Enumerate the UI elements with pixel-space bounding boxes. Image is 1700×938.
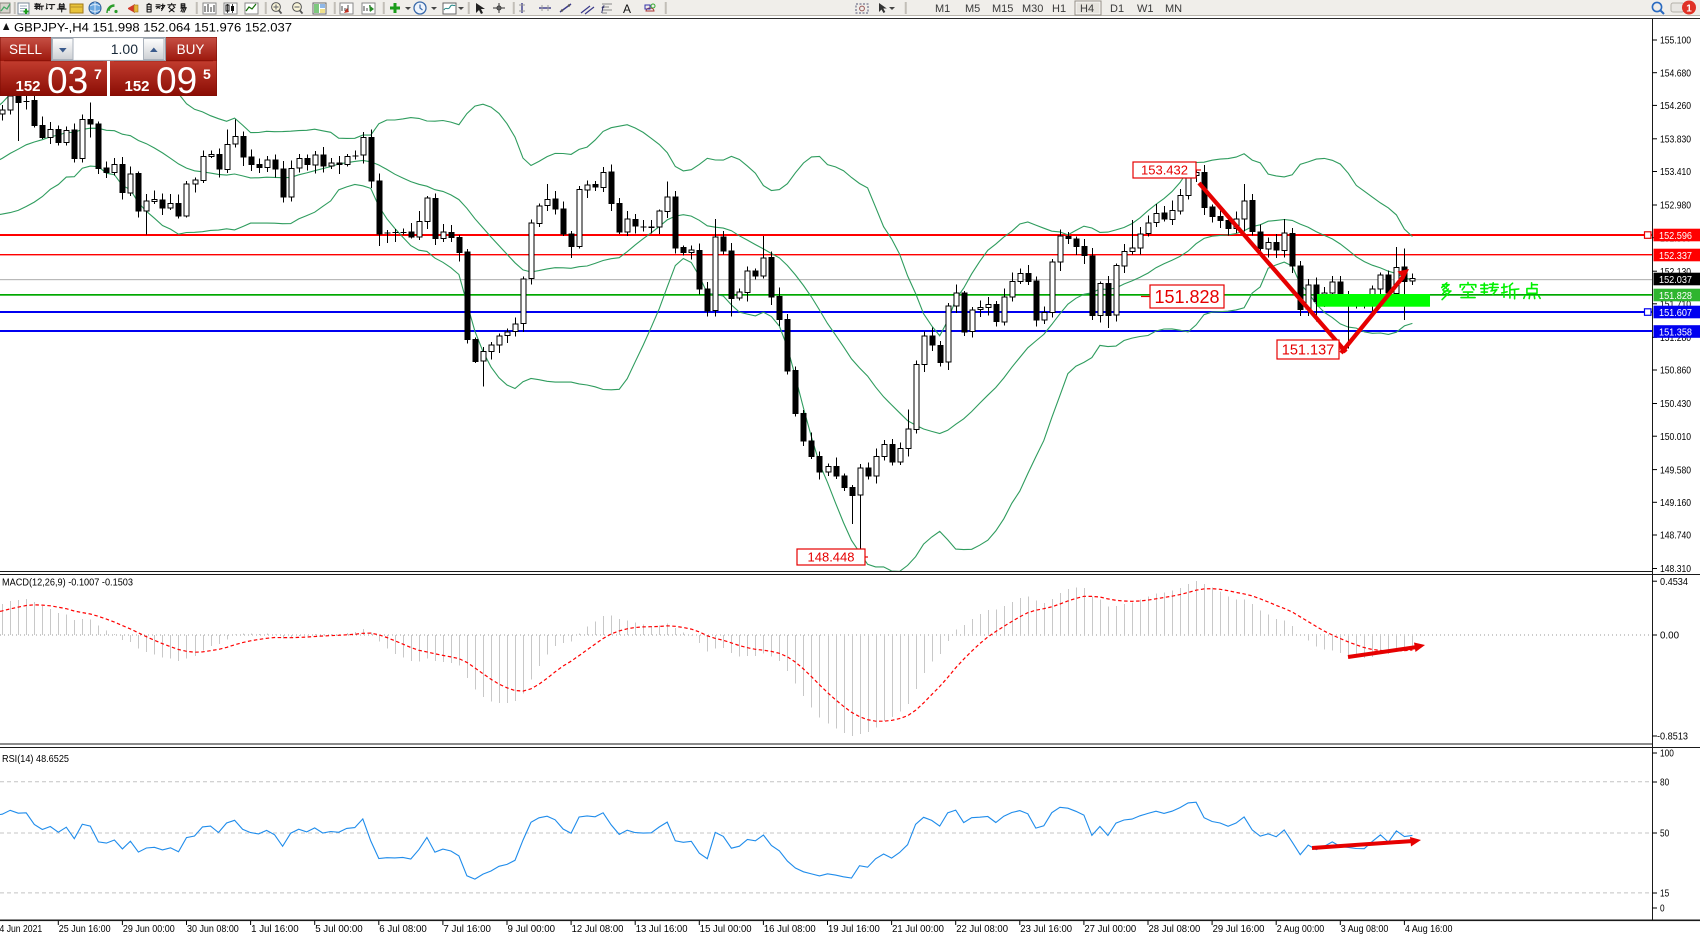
- svg-text:152.037: 152.037: [1659, 275, 1692, 286]
- svg-text:80: 80: [1660, 778, 1669, 789]
- svg-text:RSI(14) 48.6525: RSI(14) 48.6525: [2, 754, 69, 765]
- svg-text:03: 03: [47, 60, 88, 101]
- svg-text:152.337: 152.337: [1659, 251, 1692, 262]
- svg-text:24 Jun 2021: 24 Jun 2021: [0, 924, 42, 935]
- svg-text:149.160: 149.160: [1660, 498, 1691, 509]
- svg-text:H1: H1: [1052, 3, 1066, 15]
- svg-text:150.430: 150.430: [1660, 399, 1691, 410]
- svg-text:f: f: [601, 5, 605, 16]
- svg-text:148.448: 148.448: [808, 550, 855, 565]
- svg-text:-0.8513: -0.8513: [1657, 732, 1688, 743]
- svg-text:153.830: 153.830: [1660, 135, 1691, 146]
- svg-text:GBPJPY-,H4 151.998 152.064 15: GBPJPY-,H4 151.998 152.064 151.976 152.0…: [14, 21, 292, 35]
- svg-text:M5: M5: [965, 3, 980, 15]
- svg-text:1.00: 1.00: [111, 41, 138, 57]
- svg-text:27 Jul 00:00: 27 Jul 00:00: [1084, 924, 1136, 935]
- svg-text:A: A: [623, 2, 631, 16]
- svg-text:5 Jul 00:00: 5 Jul 00:00: [315, 924, 363, 935]
- svg-text:3 Aug 08:00: 3 Aug 08:00: [1341, 924, 1389, 935]
- svg-text:25 Jun 16:00: 25 Jun 16:00: [59, 924, 111, 935]
- svg-text:151.710: 151.710: [1660, 300, 1691, 311]
- svg-text:9 Jul 00:00: 9 Jul 00:00: [508, 924, 556, 935]
- svg-text:148.310: 148.310: [1660, 564, 1691, 575]
- svg-text:151.607: 151.607: [1659, 308, 1692, 319]
- svg-text:BUY: BUY: [177, 42, 205, 57]
- svg-text:148.740: 148.740: [1660, 531, 1691, 542]
- svg-text:28 Jul 08:00: 28 Jul 08:00: [1149, 924, 1201, 935]
- svg-text:152.980: 152.980: [1660, 201, 1691, 212]
- svg-text:50: 50: [1660, 829, 1669, 840]
- svg-text:M30: M30: [1022, 3, 1043, 15]
- svg-text:7 Jul 16:00: 7 Jul 16:00: [443, 924, 491, 935]
- svg-text:155.100: 155.100: [1660, 36, 1691, 47]
- svg-text:W1: W1: [1137, 3, 1154, 15]
- svg-text:15: 15: [1660, 889, 1669, 900]
- svg-text:15 Jul 00:00: 15 Jul 00:00: [700, 924, 752, 935]
- svg-text:19 Jul 16:00: 19 Jul 16:00: [828, 924, 880, 935]
- svg-text:1: 1: [1686, 4, 1692, 15]
- svg-text:12 Jul 08:00: 12 Jul 08:00: [572, 924, 624, 935]
- svg-text:153.410: 153.410: [1660, 167, 1691, 178]
- svg-text:100: 100: [1660, 749, 1674, 760]
- svg-text:1 Jul 16:00: 1 Jul 16:00: [251, 924, 299, 935]
- svg-text:D1: D1: [1110, 3, 1124, 15]
- svg-text:0: 0: [1660, 904, 1665, 915]
- svg-text:151.358: 151.358: [1659, 327, 1692, 338]
- svg-text:23 Jul 16:00: 23 Jul 16:00: [1020, 924, 1072, 935]
- svg-text:153.432: 153.432: [1141, 163, 1188, 178]
- svg-text:22 Jul 08:00: 22 Jul 08:00: [956, 924, 1008, 935]
- svg-text:150.010: 150.010: [1660, 432, 1691, 443]
- svg-text:M15: M15: [992, 3, 1013, 15]
- svg-text:6 Jul 08:00: 6 Jul 08:00: [379, 924, 427, 935]
- svg-text:152: 152: [124, 78, 149, 95]
- svg-text:5: 5: [203, 66, 211, 82]
- svg-text:4 Aug 16:00: 4 Aug 16:00: [1405, 924, 1453, 935]
- svg-text:SELL: SELL: [9, 42, 43, 57]
- svg-text:149.580: 149.580: [1660, 465, 1691, 476]
- svg-text:151.828: 151.828: [1154, 287, 1219, 307]
- svg-text:M1: M1: [935, 3, 950, 15]
- svg-text:MN: MN: [1165, 3, 1182, 15]
- svg-text:152: 152: [15, 78, 40, 95]
- svg-text:151.280: 151.280: [1660, 333, 1691, 344]
- svg-text:152.130: 152.130: [1660, 267, 1691, 278]
- svg-text:09: 09: [156, 60, 197, 101]
- svg-text:154.680: 154.680: [1660, 68, 1691, 79]
- svg-text:152.596: 152.596: [1659, 231, 1692, 242]
- svg-text:0.4534: 0.4534: [1660, 577, 1688, 588]
- svg-text:16 Jul 08:00: 16 Jul 08:00: [764, 924, 816, 935]
- svg-text:151.828: 151.828: [1659, 291, 1692, 302]
- svg-text:MACD(12,26,9) -0.1007 -0.1503: MACD(12,26,9) -0.1007 -0.1503: [2, 578, 133, 589]
- svg-text:0.00: 0.00: [1660, 631, 1679, 642]
- svg-text:H4: H4: [1080, 3, 1094, 15]
- svg-text:150.860: 150.860: [1660, 366, 1691, 377]
- svg-text:154.260: 154.260: [1660, 101, 1691, 112]
- svg-text:7: 7: [94, 66, 102, 82]
- svg-text:29 Jun 00:00: 29 Jun 00:00: [123, 924, 175, 935]
- svg-text:21 Jul 00:00: 21 Jul 00:00: [892, 924, 944, 935]
- svg-text:30 Jun 08:00: 30 Jun 08:00: [187, 924, 239, 935]
- svg-text:13 Jul 16:00: 13 Jul 16:00: [636, 924, 688, 935]
- svg-text:151.137: 151.137: [1282, 343, 1334, 359]
- svg-text:29 Jul 16:00: 29 Jul 16:00: [1213, 924, 1265, 935]
- svg-text:2 Aug 00:00: 2 Aug 00:00: [1277, 924, 1325, 935]
